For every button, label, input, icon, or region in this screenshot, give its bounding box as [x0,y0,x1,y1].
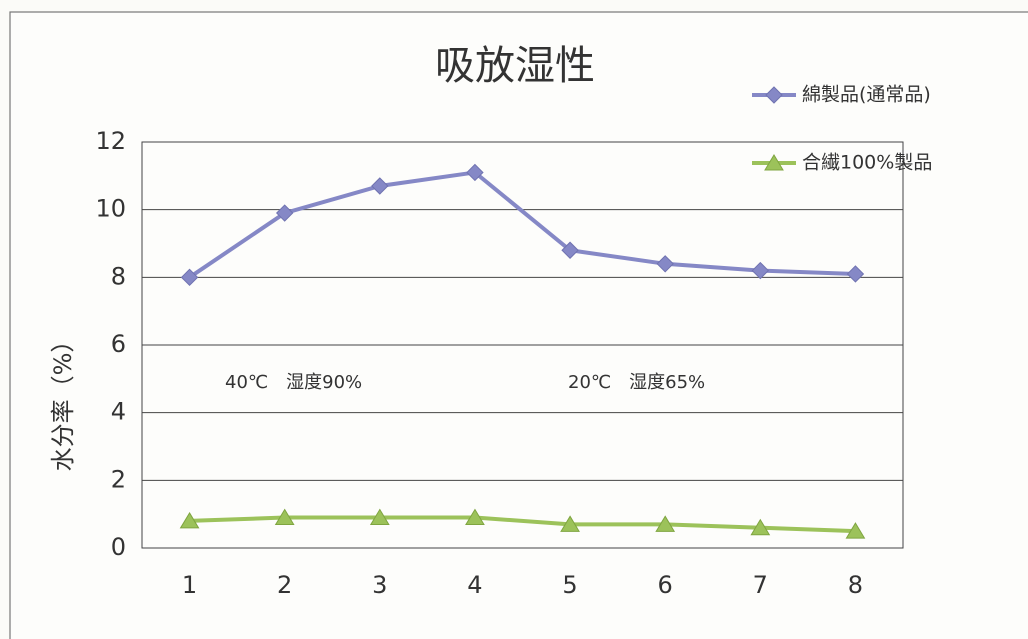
legend-label: 綿製品(通常品) [802,84,931,106]
point [561,241,579,259]
point [371,177,389,195]
point [465,508,485,526]
x-tick-label: 8 [848,571,863,599]
point [179,511,200,529]
series-line [188,170,856,279]
point [369,508,390,526]
point [274,508,295,526]
point [845,522,866,539]
point [750,518,771,536]
y-tick-label: 10 [95,195,126,223]
point [180,268,199,287]
legend-label: 合繊100%製品 [802,152,932,174]
y-tick-label: 12 [95,127,126,155]
x-tick-label: 7 [753,571,768,599]
y-axis-label: 水分率（%） [49,329,77,472]
point [560,515,580,532]
y-tick-label: 2 [111,465,126,493]
point [656,255,674,273]
x-tick-label: 1 [182,571,197,599]
point [655,515,676,532]
chart-title: 吸放湿性 [435,43,595,89]
y-tick-label: 4 [111,398,126,426]
point [751,261,770,280]
y-tick-label: 8 [111,262,126,290]
series-line [189,515,856,534]
x-tick-label: 3 [372,571,387,599]
point [846,265,865,283]
point [466,163,484,182]
y-tick-label: 0 [111,533,126,561]
x-tick-label: 2 [277,571,292,599]
point [765,86,783,104]
annotation: 40℃ 湿度90% [225,372,362,393]
annotation: 20℃ 湿度65% [568,372,705,393]
point [275,204,294,222]
point [764,154,784,171]
frame [9,11,1028,639]
x-tick-label: 5 [562,571,577,599]
x-tick-label: 4 [467,571,482,599]
x-tick-label: 6 [658,571,673,599]
y-tick-label: 6 [111,330,126,358]
